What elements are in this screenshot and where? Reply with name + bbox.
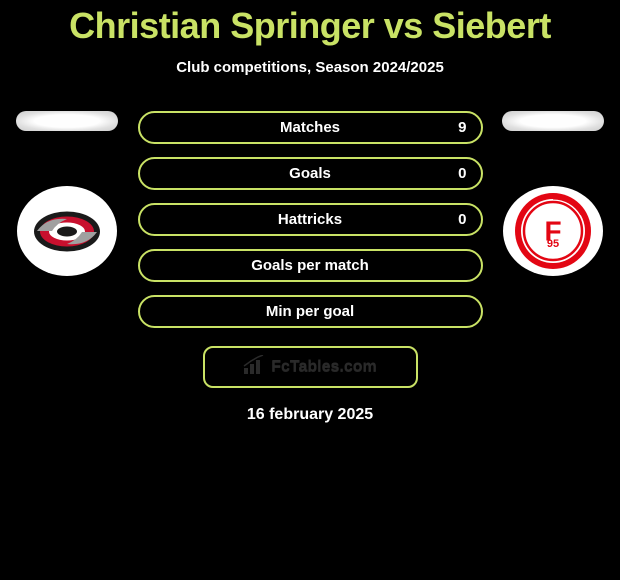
stat-value: 0: [458, 211, 466, 228]
stat-label: Goals: [289, 165, 331, 182]
brand-box: FcTables.com: [203, 346, 418, 388]
stat-row-goals: Goals 0: [138, 157, 483, 190]
stat-row-hattricks: Hattricks 0: [138, 203, 483, 236]
stat-value: 0: [458, 165, 466, 182]
player-right-column: F 95: [501, 111, 606, 276]
stat-label: Goals per match: [251, 257, 369, 274]
player-right-photo: [502, 111, 604, 131]
stat-value: 9: [458, 119, 466, 136]
player-left-column: [15, 111, 120, 276]
comparison-title: Christian Springer vs Siebert: [0, 5, 620, 47]
footer: FcTables.com 16 february 2025: [0, 346, 620, 424]
bar-chart-icon: [243, 355, 265, 380]
stat-label: Min per goal: [266, 303, 354, 320]
hurricane-logo-icon: [32, 209, 102, 254]
club-left-logo: [17, 186, 117, 276]
stat-label: Matches: [280, 119, 340, 136]
main-row: Matches 9 Goals 0 Hattricks 0 Goals per …: [0, 111, 620, 328]
comparison-subtitle: Club competitions, Season 2024/2025: [0, 59, 620, 76]
player-left-photo: [16, 111, 118, 131]
stat-label: Hattricks: [278, 211, 342, 228]
svg-text:95: 95: [547, 238, 559, 250]
stats-column: Matches 9 Goals 0 Hattricks 0 Goals per …: [138, 111, 483, 328]
club-right-logo: F 95: [503, 186, 603, 276]
date-text: 16 february 2025: [247, 406, 373, 424]
fortuna-logo-icon: F 95: [513, 191, 593, 271]
stat-row-min-per-goal: Min per goal: [138, 295, 483, 328]
stat-row-matches: Matches 9: [138, 111, 483, 144]
stat-row-goals-per-match: Goals per match: [138, 249, 483, 282]
brand-text: FcTables.com: [271, 358, 377, 376]
